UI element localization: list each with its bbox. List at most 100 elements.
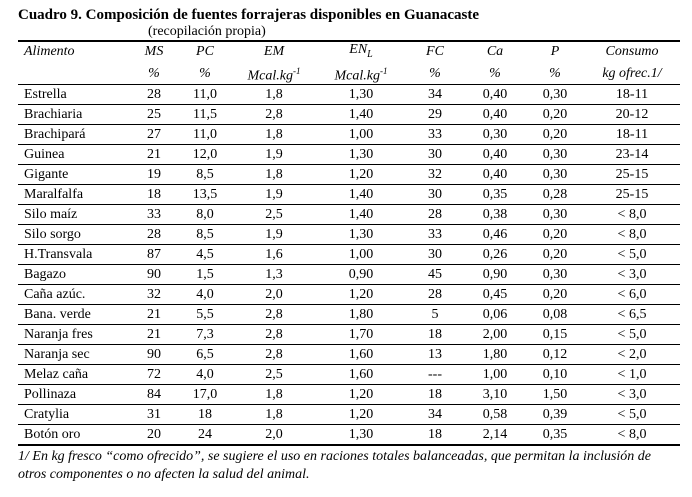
cell-pc: 7,3 — [178, 324, 232, 346]
cell-pc: 11,0 — [178, 84, 232, 106]
cell-ca: 0,45 — [464, 284, 526, 306]
cell-p: 0,15 — [526, 324, 584, 346]
cell-consumo: 25-15 — [584, 184, 680, 206]
cell-ca: 0,58 — [464, 404, 526, 426]
cell-ca: 0,40 — [464, 144, 526, 166]
cell-ms: 90 — [130, 344, 178, 366]
cell-pc: 8,5 — [178, 164, 232, 186]
header-consumo: Consumo — [584, 40, 680, 63]
cell-pc: 4,0 — [178, 284, 232, 306]
table-row: Bana. verde 21 5,5 2,8 1,80 5 0,06 0,08 < 6,5 — [18, 304, 680, 326]
header-fc: FC — [406, 40, 464, 63]
cell-ms: 27 — [130, 124, 178, 146]
cell-fc: 32 — [406, 164, 464, 186]
cell-enl: 1,40 — [316, 184, 406, 206]
cell-consumo: < 3,0 — [584, 384, 680, 406]
cell-enl: 1,30 — [316, 84, 406, 106]
cell-fc: 33 — [406, 124, 464, 146]
cell-p: 0,30 — [526, 204, 584, 226]
table-row: Botón oro 20 24 2,0 1,30 18 2,14 0,35 < 8,0 — [18, 424, 680, 447]
cell-ms: 19 — [130, 164, 178, 186]
table-row: Naranja sec 90 6,5 2,8 1,60 13 1,80 0,12 < 2,0 — [18, 344, 680, 366]
cell-ms: 31 — [130, 404, 178, 426]
cell-ms: 28 — [130, 84, 178, 106]
table-row: Silo maíz 33 8,0 2,5 1,40 28 0,38 0,30 < 8,0 — [18, 204, 680, 226]
table-row: Guinea 21 12,0 1,9 1,30 30 0,40 0,30 23-14 — [18, 144, 680, 166]
cell-alimento: Brachipará — [18, 124, 130, 146]
cell-consumo: 20-12 — [584, 104, 680, 126]
cell-consumo: < 6,0 — [584, 284, 680, 306]
unit-enl: Mcal.kg-1 — [316, 62, 406, 86]
cell-ms: 28 — [130, 224, 178, 246]
cell-ca: 0,30 — [464, 124, 526, 146]
table-row: Naranja fres 21 7,3 2,8 1,70 18 2,00 0,15 < 5,0 — [18, 324, 680, 346]
cell-fc: 34 — [406, 84, 464, 106]
table-subtitle: (recopilación propia) — [148, 24, 266, 39]
table-row: Cratylia 31 18 1,8 1,20 34 0,58 0,39 < 5,0 — [18, 404, 680, 426]
cell-em: 1,8 — [232, 384, 316, 406]
cell-ca: 0,26 — [464, 244, 526, 266]
table-row: Melaz caña 72 4,0 2,5 1,60 --- 1,00 0,10 < 1,0 — [18, 364, 680, 386]
cell-consumo: 18-11 — [584, 84, 680, 106]
cell-ms: 33 — [130, 204, 178, 226]
cell-ms: 25 — [130, 104, 178, 126]
table-row: Maralfalfa 18 13,5 1,9 1,40 30 0,35 0,28 25-15 — [18, 184, 680, 206]
cell-p: 0,30 — [526, 264, 584, 286]
cell-alimento: Melaz caña — [18, 364, 130, 386]
cell-alimento: Silo sorgo — [18, 224, 130, 246]
cell-ca: 0,40 — [464, 164, 526, 186]
cell-p: 0,08 — [526, 304, 584, 326]
cell-em: 1,3 — [232, 264, 316, 286]
cell-ms: 32 — [130, 284, 178, 306]
cell-em: 2,8 — [232, 344, 316, 366]
cell-alimento: Gigante — [18, 164, 130, 186]
cell-pc: 12,0 — [178, 144, 232, 166]
cell-pc: 4,0 — [178, 364, 232, 386]
cell-pc: 4,5 — [178, 244, 232, 266]
cell-ca: 0,35 — [464, 184, 526, 206]
header-pc: PC — [178, 40, 232, 63]
cell-consumo: < 5,0 — [584, 244, 680, 266]
unit-ca: % — [464, 62, 526, 86]
cell-enl: 1,40 — [316, 104, 406, 126]
cell-consumo: 18-11 — [584, 124, 680, 146]
cell-enl: 1,80 — [316, 304, 406, 326]
cell-em: 1,6 — [232, 244, 316, 266]
cell-em: 2,0 — [232, 424, 316, 447]
cell-p: 1,50 — [526, 384, 584, 406]
cell-enl: 1,30 — [316, 424, 406, 447]
cell-ca: 0,38 — [464, 204, 526, 226]
cell-enl: 1,20 — [316, 384, 406, 406]
cell-fc: 30 — [406, 244, 464, 266]
cell-p: 0,12 — [526, 344, 584, 366]
cell-ms: 90 — [130, 264, 178, 286]
cell-enl: 1,30 — [316, 144, 406, 166]
cell-fc: 45 — [406, 264, 464, 286]
cell-enl: 1,70 — [316, 324, 406, 346]
cell-consumo: < 3,0 — [584, 264, 680, 286]
cell-ca: 0,90 — [464, 264, 526, 286]
unit-pc: % — [178, 62, 232, 86]
table-row: Caña azúc. 32 4,0 2,0 1,20 28 0,45 0,20 < 6,0 — [18, 284, 680, 306]
header-row-units: % % Mcal.kg-1 Mcal.kg-1 % % % kg ofrec.1… — [18, 62, 680, 86]
cell-pc: 8,0 — [178, 204, 232, 226]
cell-fc: 34 — [406, 404, 464, 426]
table-row: Estrella 28 11,0 1,8 1,30 34 0,40 0,30 18-11 — [18, 84, 680, 106]
cell-pc: 11,5 — [178, 104, 232, 126]
cell-pc: 8,5 — [178, 224, 232, 246]
cell-consumo: < 8,0 — [584, 424, 680, 447]
cell-consumo: < 2,0 — [584, 344, 680, 366]
cell-enl: 1,20 — [316, 164, 406, 186]
cell-fc: 33 — [406, 224, 464, 246]
cell-alimento: Pollinaza — [18, 384, 130, 406]
table-row: H.Transvala 87 4,5 1,6 1,00 30 0,26 0,20 < 5,0 — [18, 244, 680, 266]
cell-enl: 1,60 — [316, 364, 406, 386]
cell-pc: 17,0 — [178, 384, 232, 406]
cell-alimento: Naranja fres — [18, 324, 130, 346]
cell-ms: 20 — [130, 424, 178, 447]
cell-p: 0,30 — [526, 84, 584, 106]
cell-alimento: H.Transvala — [18, 244, 130, 266]
cell-em: 2,8 — [232, 104, 316, 126]
table-row: Pollinaza 84 17,0 1,8 1,20 18 3,10 1,50 < 3,0 — [18, 384, 680, 406]
cell-em: 2,5 — [232, 364, 316, 386]
